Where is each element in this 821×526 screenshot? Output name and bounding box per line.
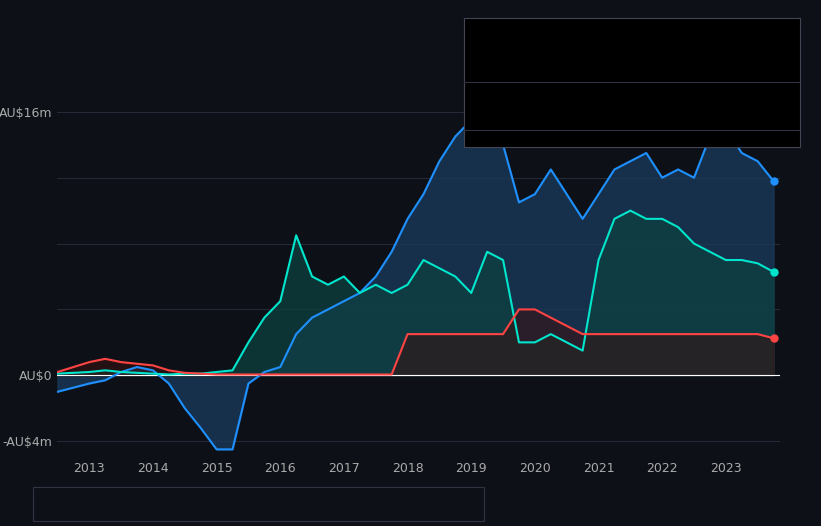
Text: Debt: Debt <box>477 57 506 70</box>
Text: Jun 30 2023: Jun 30 2023 <box>477 28 561 42</box>
Text: Equity: Equity <box>477 85 515 98</box>
Text: ● Cash And Equivalents: ● Cash And Equivalents <box>218 497 360 510</box>
Text: ● Equity: ● Equity <box>131 497 183 510</box>
Text: AU$6.277m: AU$6.277m <box>626 130 695 144</box>
Text: AU$11.789m: AU$11.789m <box>626 85 702 98</box>
Text: ● Debt: ● Debt <box>53 497 96 510</box>
Text: Cash And Equivalents: Cash And Equivalents <box>477 130 606 144</box>
Text: AU$2.250m: AU$2.250m <box>626 57 695 70</box>
Text: 19.1% Debt/Equity Ratio: 19.1% Debt/Equity Ratio <box>626 112 763 122</box>
